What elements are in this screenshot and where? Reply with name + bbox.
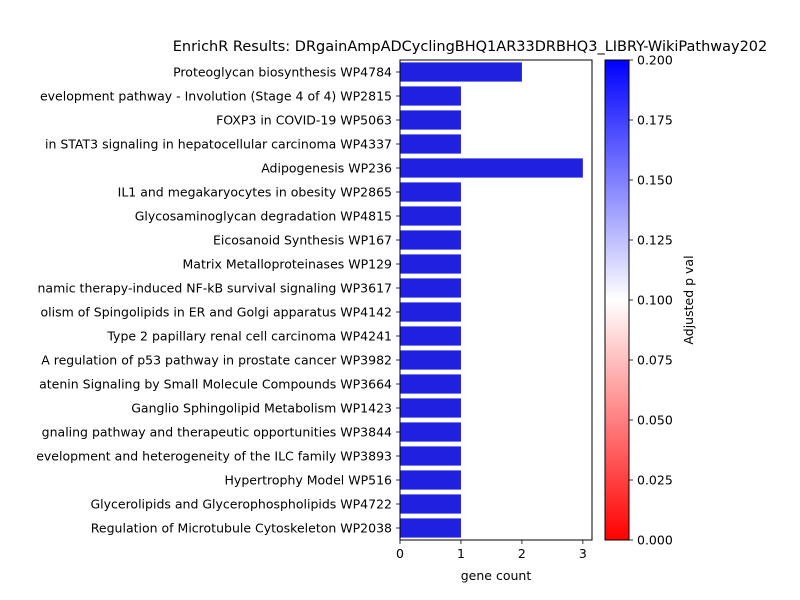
- bar: [400, 206, 461, 226]
- y-tick-label: olism of Spingolipids in ER and Golgi ap…: [40, 305, 392, 320]
- bar: [400, 278, 461, 298]
- bar: [400, 230, 461, 250]
- y-tick-label: namic therapy-induced NF-kB survival sig…: [37, 281, 392, 296]
- colorbar-tick-label: 0.075: [637, 353, 673, 368]
- bar: [400, 110, 461, 130]
- y-tick-label: Ganglio Sphingolipid Metabolism WP1423: [131, 401, 392, 416]
- bar: [400, 254, 461, 274]
- y-tick-label: evelopment and heterogeneity of the ILC …: [36, 449, 392, 464]
- bar: [400, 302, 461, 322]
- y-tick-label: Eicosanoid Synthesis WP167: [213, 233, 392, 248]
- y-tick-label: Matrix Metalloproteinases WP129: [183, 257, 393, 272]
- y-tick-label: in STAT3 signaling in hepatocellular car…: [45, 137, 392, 152]
- colorbar: [604, 59, 630, 541]
- plot-frame: [399, 59, 593, 541]
- colorbar-tick-label: 0.200: [637, 53, 673, 68]
- y-tick-label: Glycosaminoglycan degradation WP4815: [135, 209, 392, 224]
- y-tick-label: A regulation of p53 pathway in prostate …: [41, 353, 392, 368]
- bar-group: [400, 62, 583, 538]
- y-tick-label: Proteoglycan biosynthesis WP4784: [173, 65, 392, 80]
- chart-title: EnrichR Results: DRgainAmpADCyclingBHQ1A…: [173, 39, 768, 55]
- x-tick-group: 0 1 2 3: [396, 540, 587, 561]
- bar: [400, 350, 461, 370]
- y-tick-label: IL1 and megakaryocytes in obesity WP2865: [118, 185, 392, 200]
- bar: [400, 326, 461, 346]
- bar: [400, 86, 461, 106]
- colorbar-tick-label: 0.100: [637, 293, 673, 308]
- y-tick-label: Regulation of Microtubule Cytoskeleton W…: [91, 521, 392, 536]
- bar: [400, 398, 461, 418]
- colorbar-tick-group: 0.000 0.025 0.050 0.075 0.100 0.125 0.150 0.175…: [629, 53, 673, 548]
- y-tick-label: Glycerolipids and Glycerophospholipids W…: [90, 497, 392, 512]
- x-tick-label: 0: [396, 546, 404, 561]
- colorbar-tick-label: 0.000: [637, 533, 673, 548]
- colorbar-tick-label: 0.125: [637, 233, 673, 248]
- x-axis-label: gene count: [461, 568, 532, 583]
- bar: [400, 422, 461, 442]
- colorbar-tick-label: 0.150: [637, 173, 673, 188]
- y-tick-label: FOXP3 in COVID-19 WP5063: [216, 113, 392, 128]
- bar: [400, 374, 461, 394]
- colorbar-label: Adjusted p val: [681, 255, 696, 344]
- x-tick-label: 1: [457, 546, 465, 561]
- y-tick-label: Hypertrophy Model WP516: [225, 473, 393, 488]
- bar: [400, 182, 461, 202]
- bar: [400, 518, 461, 538]
- colorbar-tick-label: 0.050: [637, 413, 673, 428]
- y-tick-label: Adipogenesis WP236: [261, 161, 392, 176]
- y-tick-label: evelopment pathway - Involution (Stage 4…: [40, 89, 392, 104]
- category-label-group: Proteoglycan biosynthesis WP4784 evelopme…: [36, 65, 400, 536]
- bar: [400, 134, 461, 154]
- x-tick-label: 2: [518, 546, 526, 561]
- y-tick-label: atenin Signaling by Small Molecule Compo…: [39, 377, 392, 392]
- colorbar-tick-label: 0.175: [637, 113, 673, 128]
- bar: [400, 446, 461, 466]
- y-tick-label: Type 2 papillary renal cell carcinoma WP…: [106, 329, 392, 344]
- bar: [400, 62, 522, 82]
- colorbar-tick-label: 0.025: [637, 473, 673, 488]
- y-tick-label: gnaling pathway and therapeutic opportun…: [42, 425, 392, 440]
- x-tick-label: 3: [579, 546, 587, 561]
- bar: [400, 494, 461, 514]
- bar: [400, 158, 583, 178]
- bar: [400, 470, 461, 490]
